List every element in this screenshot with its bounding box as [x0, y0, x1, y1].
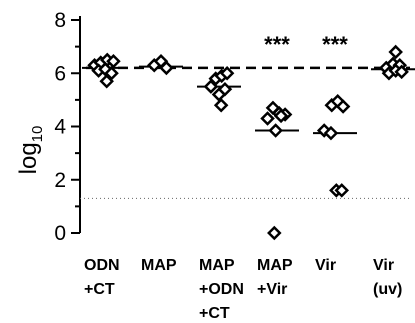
data-point: [390, 46, 401, 57]
y-tick-label: 0: [54, 222, 66, 245]
data-point: [262, 113, 273, 124]
significance-marker: ***: [264, 32, 290, 57]
category-label: Vir (uv): [373, 257, 402, 298]
y-axis-title-main: log: [15, 142, 42, 174]
significance-markers: *** ***: [264, 32, 348, 57]
data-points: [89, 46, 407, 238]
category-label-line: MAP: [199, 257, 235, 274]
reference-lines: [80, 68, 410, 198]
category-label-line: +CT: [199, 305, 230, 322]
significance-marker: ***: [322, 32, 348, 57]
y-axis-ticks: 0 2 4 6 8: [54, 9, 80, 245]
category-label: MAP: [141, 257, 177, 274]
data-point: [216, 100, 227, 111]
category-label: Vir: [315, 257, 336, 274]
y-axis-title-sub: 10: [29, 126, 46, 143]
category-label-line: +CT: [84, 281, 115, 298]
category-label-line: Vir: [373, 257, 394, 274]
y-tick-label: 6: [54, 62, 66, 85]
svg-text:log10: log10: [15, 126, 46, 175]
category-label: MAP +Vir: [257, 257, 293, 298]
category-label-line: +Vir: [257, 281, 287, 298]
category-label: ODN +CT: [84, 257, 120, 298]
data-point: [269, 228, 280, 239]
y-tick-label: 2: [54, 169, 66, 192]
category-label-line: +ODN: [199, 281, 244, 298]
category-label-line: ODN: [84, 257, 120, 274]
y-tick-label: 8: [54, 9, 66, 32]
median-lines: [82, 67, 415, 134]
category-label-line: MAP: [257, 257, 293, 274]
y-tick-label: 4: [54, 116, 66, 139]
category-label-line: Vir: [315, 257, 336, 274]
y-axis-title: log10: [15, 126, 46, 175]
data-point: [270, 125, 281, 136]
category-label-line: (uv): [373, 281, 402, 298]
category-labels: ODN +CT MAP MAP +ODN +CT MAP +Vir Vir Vir (uv): [84, 257, 402, 322]
category-label: MAP +ODN +CT: [199, 257, 244, 322]
category-label-line: MAP: [141, 257, 177, 274]
